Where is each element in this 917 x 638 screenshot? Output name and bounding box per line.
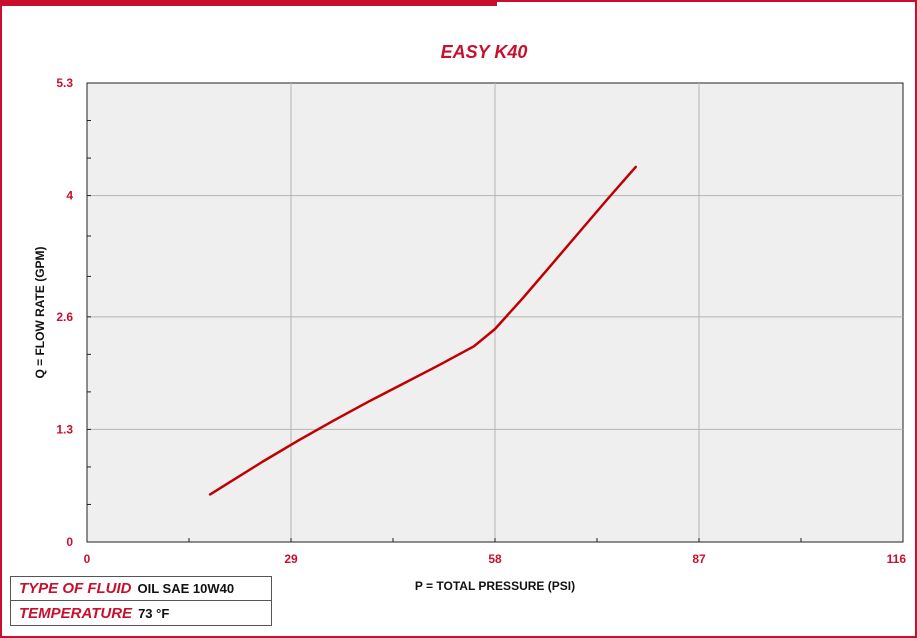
y-tick-label: 1.3 xyxy=(56,422,73,436)
x-tick-label: 87 xyxy=(692,552,706,566)
y-tick-label: 2.6 xyxy=(56,310,73,324)
temperature-row: TEMPERATURE 73 °F xyxy=(11,601,271,625)
grid-layer xyxy=(87,83,903,542)
top-accent-rule xyxy=(497,0,917,2)
x-tick-label: 58 xyxy=(488,552,502,566)
y-axis-title: Q = FLOW RATE (GPM) xyxy=(33,246,47,378)
temperature-value: 73 °F xyxy=(138,605,170,621)
x-tick-label: 116 xyxy=(887,552,907,566)
temperature-label: TEMPERATURE xyxy=(19,604,133,622)
tick-label-layer: 0 29 58 87 116 0 1.3 2.6 4 5.3 xyxy=(56,76,906,566)
series-layer xyxy=(208,165,637,496)
y-tick-label: 0 xyxy=(66,535,73,549)
fluid-info-box: TYPE OF FLUID OIL SAE 10W40 TEMPERATURE … xyxy=(10,576,272,626)
x-tick-label: 0 xyxy=(84,552,91,566)
fluid-type-label: TYPE OF FLUID xyxy=(19,580,132,597)
fluid-type-row: TYPE OF FLUID OIL SAE 10W40 xyxy=(11,577,271,601)
chart-title: EASY K40 xyxy=(440,42,528,62)
top-accent-bar xyxy=(0,0,497,6)
y-tick-label: 5.3 xyxy=(56,76,73,90)
fluid-type-value: OIL SAE 10W40 xyxy=(137,581,235,596)
series-line xyxy=(208,165,637,496)
x-axis-title: P = TOTAL PRESSURE (PSI) xyxy=(415,579,575,593)
x-tick-label: 29 xyxy=(284,552,298,566)
y-tick-label: 4 xyxy=(66,189,73,203)
minor-tick-layer xyxy=(86,82,904,543)
